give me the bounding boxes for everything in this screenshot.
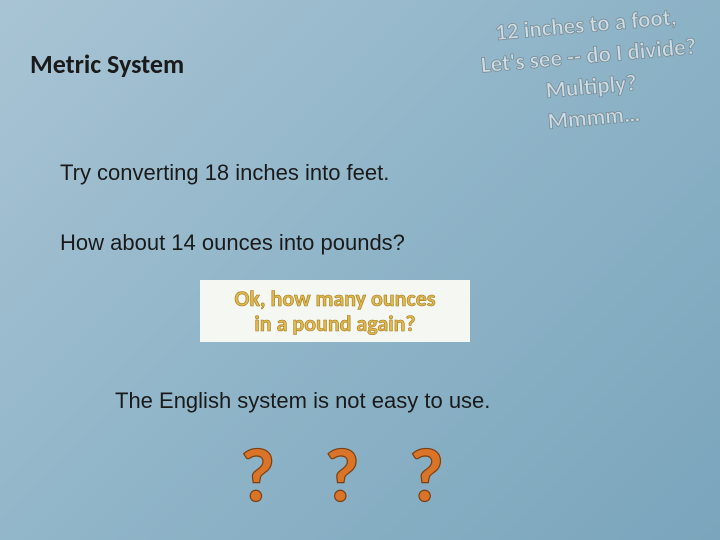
question-marks: ? ? ? bbox=[240, 430, 460, 522]
body-line-2: How about 14 ounces into pounds? bbox=[60, 230, 405, 256]
body-line-1: Try converting 18 inches into feet. bbox=[60, 160, 389, 186]
thought-bubble-text: 12 inches to a foot, Let's see -- do I d… bbox=[425, 0, 720, 148]
slide-title: Metric System bbox=[30, 48, 184, 80]
callout-box: Ok, how many ounces in a pound again? bbox=[200, 280, 470, 342]
body-line-3: The English system is not easy to use. bbox=[115, 388, 490, 414]
callout-line-1: Ok, how many ounces bbox=[234, 286, 435, 311]
callout-line-2: in a pound again? bbox=[254, 311, 415, 336]
